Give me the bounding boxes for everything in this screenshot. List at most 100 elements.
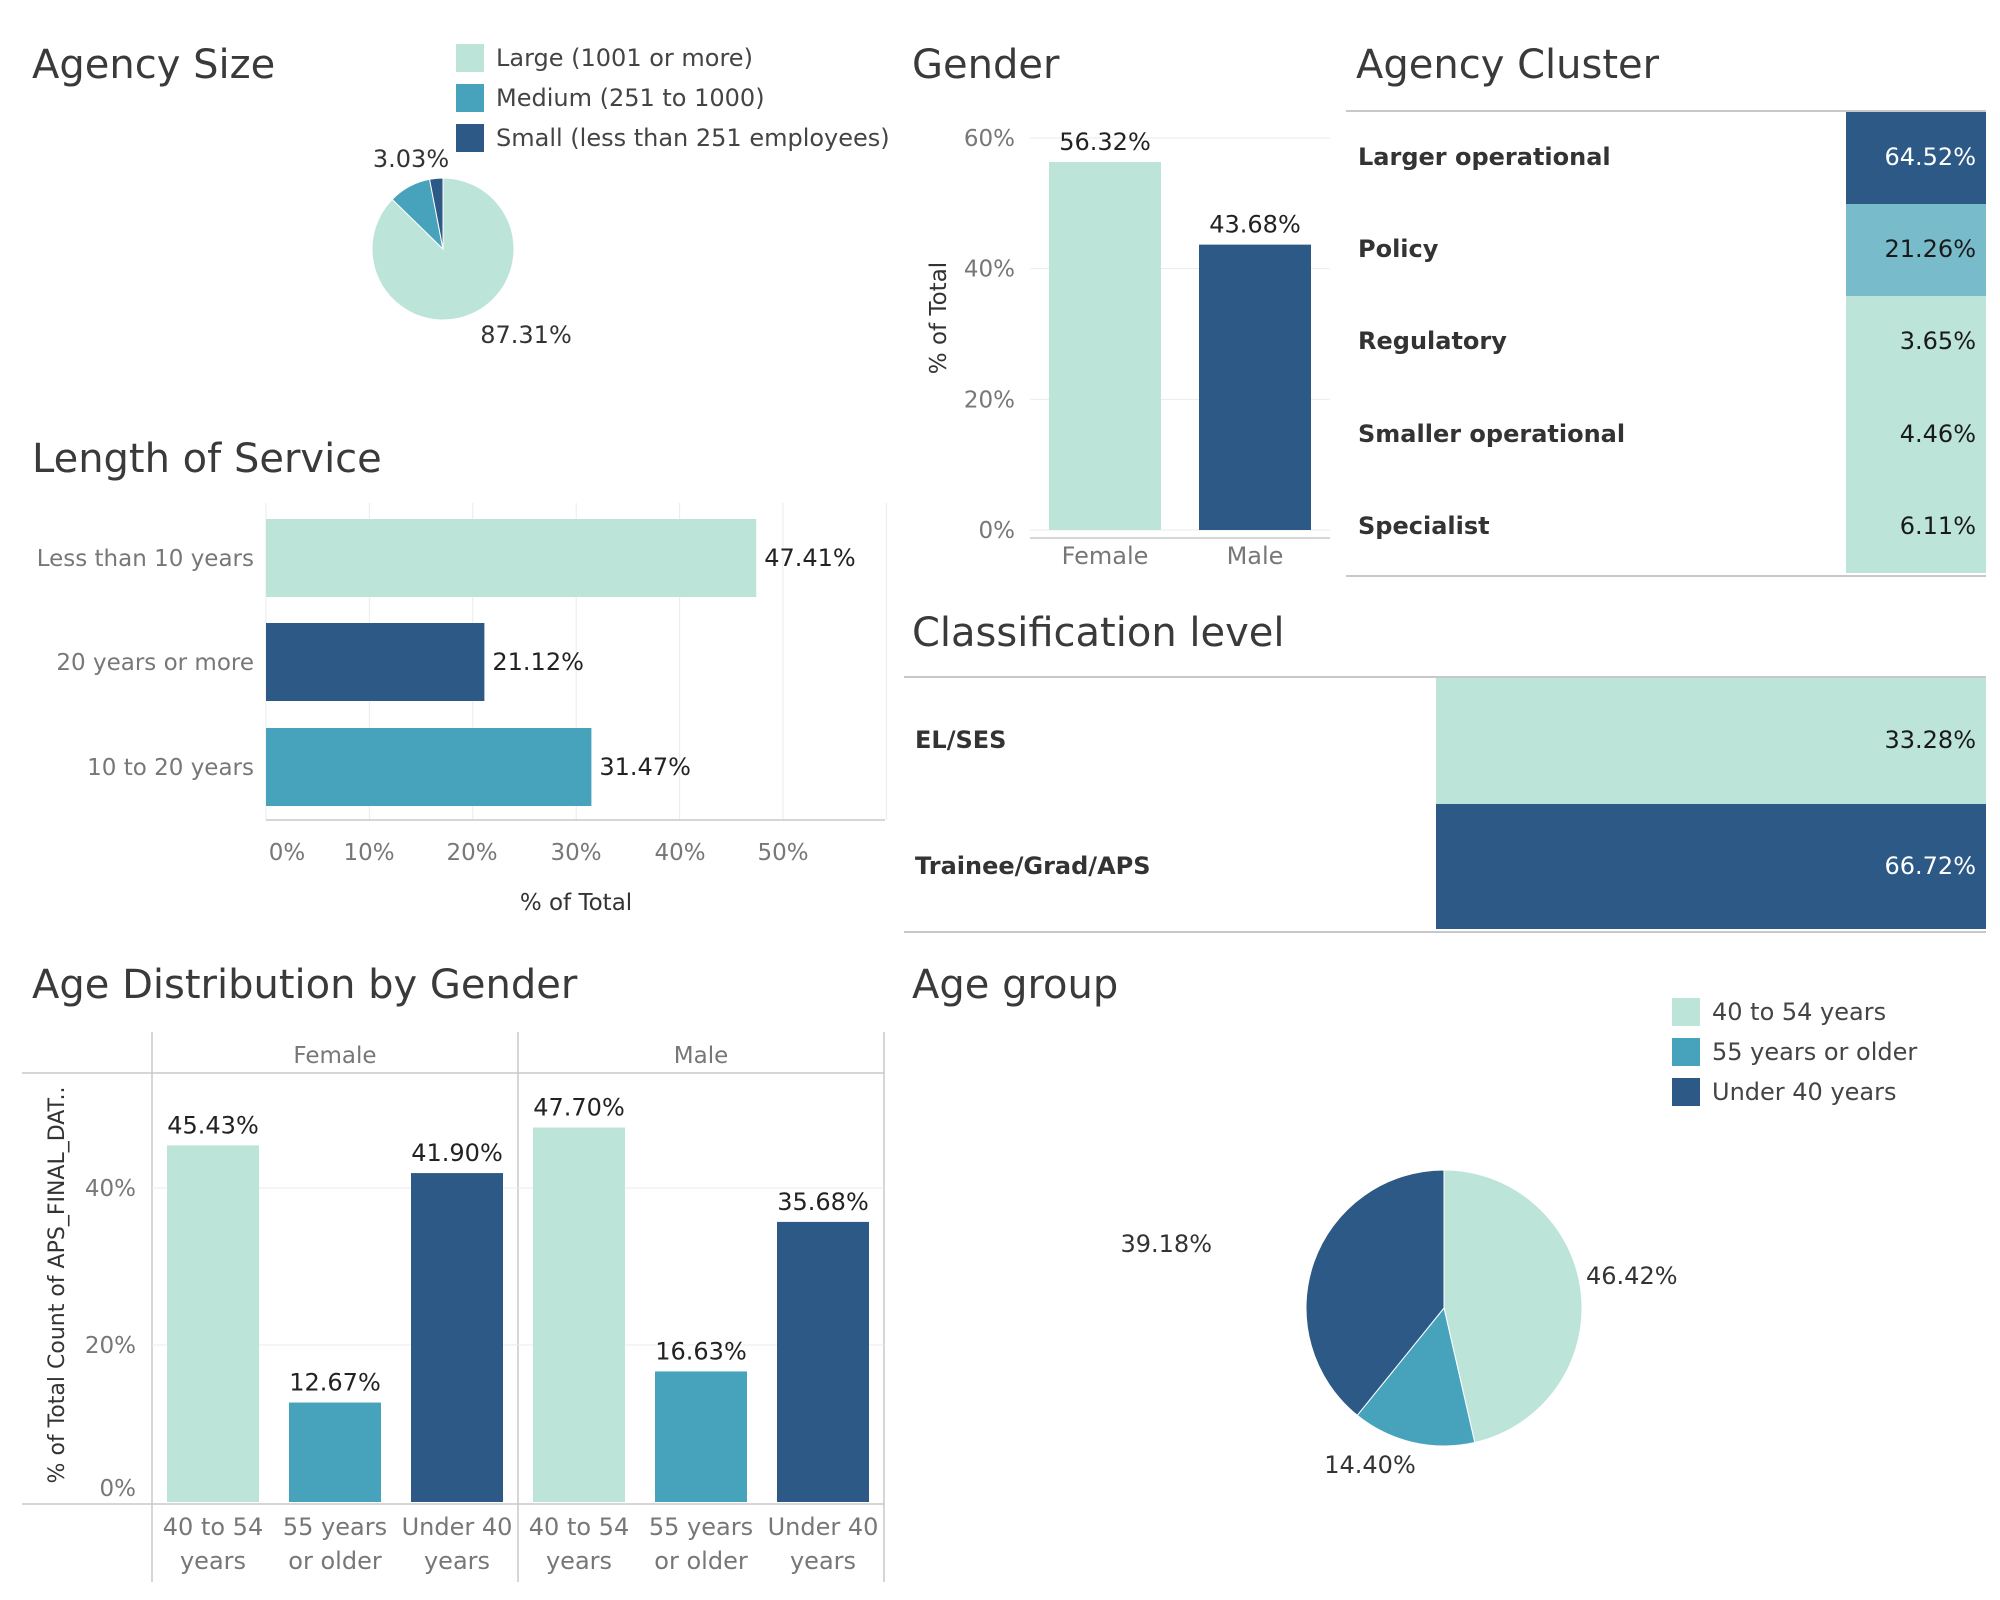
bar-male-under-40-years: [777, 1221, 869, 1502]
x-tick-label: or older: [288, 1547, 382, 1575]
agency-cluster-panel: Agency Cluster Larger operational 64.52% P…: [1346, 0, 1986, 580]
x-axis-title: % of Total: [520, 890, 632, 916]
bar-data-label: 43.68%: [1209, 211, 1301, 239]
bar-less-than-10-years: [266, 519, 757, 597]
cluster-row-regulatory: Regulatory 3.65%: [1346, 296, 1986, 389]
legend-label: Medium (251 to 1000): [496, 84, 765, 112]
y-tick-label: 40%: [964, 257, 1015, 283]
legend-label: Small (less than 251 employees): [496, 124, 890, 152]
x-tick-label: or older: [654, 1547, 748, 1575]
legend-label: 55 years or older: [1712, 1038, 1918, 1066]
pie-data-label: 3.03%: [373, 145, 449, 173]
cluster-row-label: Larger operational: [1358, 143, 1611, 172]
classification-panel: Classification level EL/SES 33.28% Trainee…: [900, 600, 1986, 940]
classification-value-cell: 66.72%: [1436, 804, 1986, 929]
y-tick-label: 60%: [964, 126, 1015, 152]
bar-data-label: 41.90%: [411, 1139, 503, 1167]
classification-value-label: 66.72%: [1884, 851, 1976, 880]
cluster-value-label: 64.52%: [1884, 143, 1976, 172]
pie-slice-40-to-54-years: [1443, 1169, 1583, 1444]
cluster-value-cell: 6.11%: [1846, 480, 1986, 573]
length-of-service-bar-chart: 0% 10% 20% 30% 40% 50% % of Total 47.41% Less th…: [37, 503, 887, 916]
gender-title: Gender: [912, 42, 1060, 88]
age-group-title: Age group: [912, 962, 1119, 1008]
bar-male-40-to-54-years: [533, 1127, 625, 1502]
bar-female-under-40-years: [411, 1173, 503, 1502]
y-category-label: 10 to 20 years: [87, 755, 254, 781]
legend-item-medium[interactable]: Medium (251 to 1000): [456, 78, 890, 118]
age-group-panel: Age group 40 to 54 years 55 years or old…: [900, 950, 2000, 1600]
x-tick-label: years: [180, 1547, 246, 1575]
y-axis-title: % of Total Count of APS_FINAL_DAT..: [45, 1087, 70, 1484]
x-tick-label: years: [790, 1547, 856, 1575]
bar-data-label: 31.47%: [599, 753, 691, 781]
cluster-row-policy: Policy 21.26%: [1346, 204, 1986, 297]
x-tick-label: Under 40: [768, 1513, 879, 1541]
x-tick-label: 10%: [343, 840, 394, 866]
pie-slice-small-less-than-251-employees: [428, 177, 444, 250]
bar-data-label: 45.43%: [167, 1111, 259, 1139]
y-category-label: 20 years or more: [56, 650, 254, 676]
bar-female: [1049, 162, 1161, 530]
pie-slice-55-years-or-older: [1356, 1306, 1476, 1447]
legend-label: Under 40 years: [1712, 1078, 1897, 1106]
age-by-gender-bar-chart: 0% 20% 40% % of Total Count of APS_FINAL_DA…: [22, 1032, 885, 1582]
bar-data-label: 12.67%: [289, 1369, 381, 1397]
x-tick-label: years: [546, 1547, 612, 1575]
x-tick-label: 40 to 54: [163, 1513, 263, 1541]
legend-swatch: [456, 84, 484, 112]
y-category-label: Less than 10 years: [37, 546, 254, 572]
bar-data-label: 56.32%: [1059, 128, 1151, 156]
legend-item-large[interactable]: Large (1001 or more): [456, 38, 890, 78]
x-tick-label: 40%: [654, 840, 705, 866]
x-tick-label: Male: [1227, 542, 1284, 570]
legend-swatch: [456, 124, 484, 152]
x-tick-label: 20%: [446, 840, 497, 866]
bar-data-label: 47.41%: [764, 544, 856, 572]
cluster-value-label: 3.65%: [1899, 327, 1976, 356]
length-of-service-panel: Length of Service 0% 10% 20% 30% 40% 50% % of …: [0, 420, 900, 940]
cluster-value-label: 6.11%: [1899, 511, 1976, 540]
cluster-row-label: Policy: [1358, 235, 1439, 264]
y-axis-title: % of Total: [926, 262, 952, 374]
cluster-row-label: Regulatory: [1358, 327, 1507, 356]
legend-item-55-or-older[interactable]: 55 years or older: [1672, 1032, 1917, 1072]
cluster-value-label: 21.26%: [1884, 235, 1976, 264]
classification-value-cell: 33.28%: [1436, 678, 1986, 804]
y-tick-label: 20%: [85, 1333, 136, 1359]
bar-data-label: 35.68%: [777, 1188, 869, 1216]
classification-table: EL/SES 33.28% Trainee/Grad/APS 66.72%: [904, 676, 1986, 933]
cluster-row-label: Smaller operational: [1358, 419, 1626, 448]
legend-swatch: [456, 44, 484, 72]
x-tick-label: years: [424, 1547, 490, 1575]
legend-item-under-40[interactable]: Under 40 years: [1672, 1072, 1917, 1112]
agency-cluster-table: Larger operational 64.52% Policy 21.26% Regu…: [1346, 110, 1986, 577]
classification-row-el-ses: EL/SES 33.28%: [904, 678, 1986, 804]
length-of-service-title: Length of Service: [32, 436, 382, 482]
age-by-gender-panel: Age Distribution by Gender 0% 20% 40% % of …: [0, 950, 900, 1600]
gender-bar-chart: 0% 20% 40% 60% % of Total 56.32% Female 43.68% M…: [926, 126, 1330, 570]
x-tick-label: 50%: [757, 840, 808, 866]
legend-swatch: [1672, 998, 1700, 1026]
pie-data-label: 39.18%: [1120, 1230, 1212, 1258]
pie-data-label: 87.31%: [480, 321, 572, 349]
legend-item-small[interactable]: Small (less than 251 employees): [456, 118, 890, 158]
bar-data-label: 16.63%: [655, 1337, 747, 1365]
legend-label: 40 to 54 years: [1712, 998, 1887, 1026]
cluster-value-label: 4.46%: [1899, 419, 1976, 448]
bar-female-40-to-54-years: [167, 1145, 259, 1502]
y-tick-label: 0%: [979, 518, 1016, 544]
legend-label: Large (1001 or more): [496, 44, 753, 72]
y-tick-label: 40%: [85, 1176, 136, 1202]
legend-item-40-to-54[interactable]: 40 to 54 years: [1672, 992, 1917, 1032]
bar-male-55-years-or-older: [655, 1371, 747, 1502]
gender-panel: Gender 0% 20% 40% 60% % of Total 56.32% Female…: [900, 0, 1340, 600]
agency-cluster-title: Agency Cluster: [1356, 42, 1660, 88]
x-tick-label: 0%: [269, 840, 306, 866]
agency-size-title: Agency Size: [32, 42, 276, 88]
x-tick-label: Female: [1062, 542, 1149, 570]
cluster-row-larger-operational: Larger operational 64.52%: [1346, 112, 1986, 205]
classification-row-trainee-grad-aps: Trainee/Grad/APS 66.72%: [904, 804, 1986, 929]
bar-male: [1199, 244, 1311, 530]
x-tick-label: 55 years: [649, 1513, 753, 1541]
